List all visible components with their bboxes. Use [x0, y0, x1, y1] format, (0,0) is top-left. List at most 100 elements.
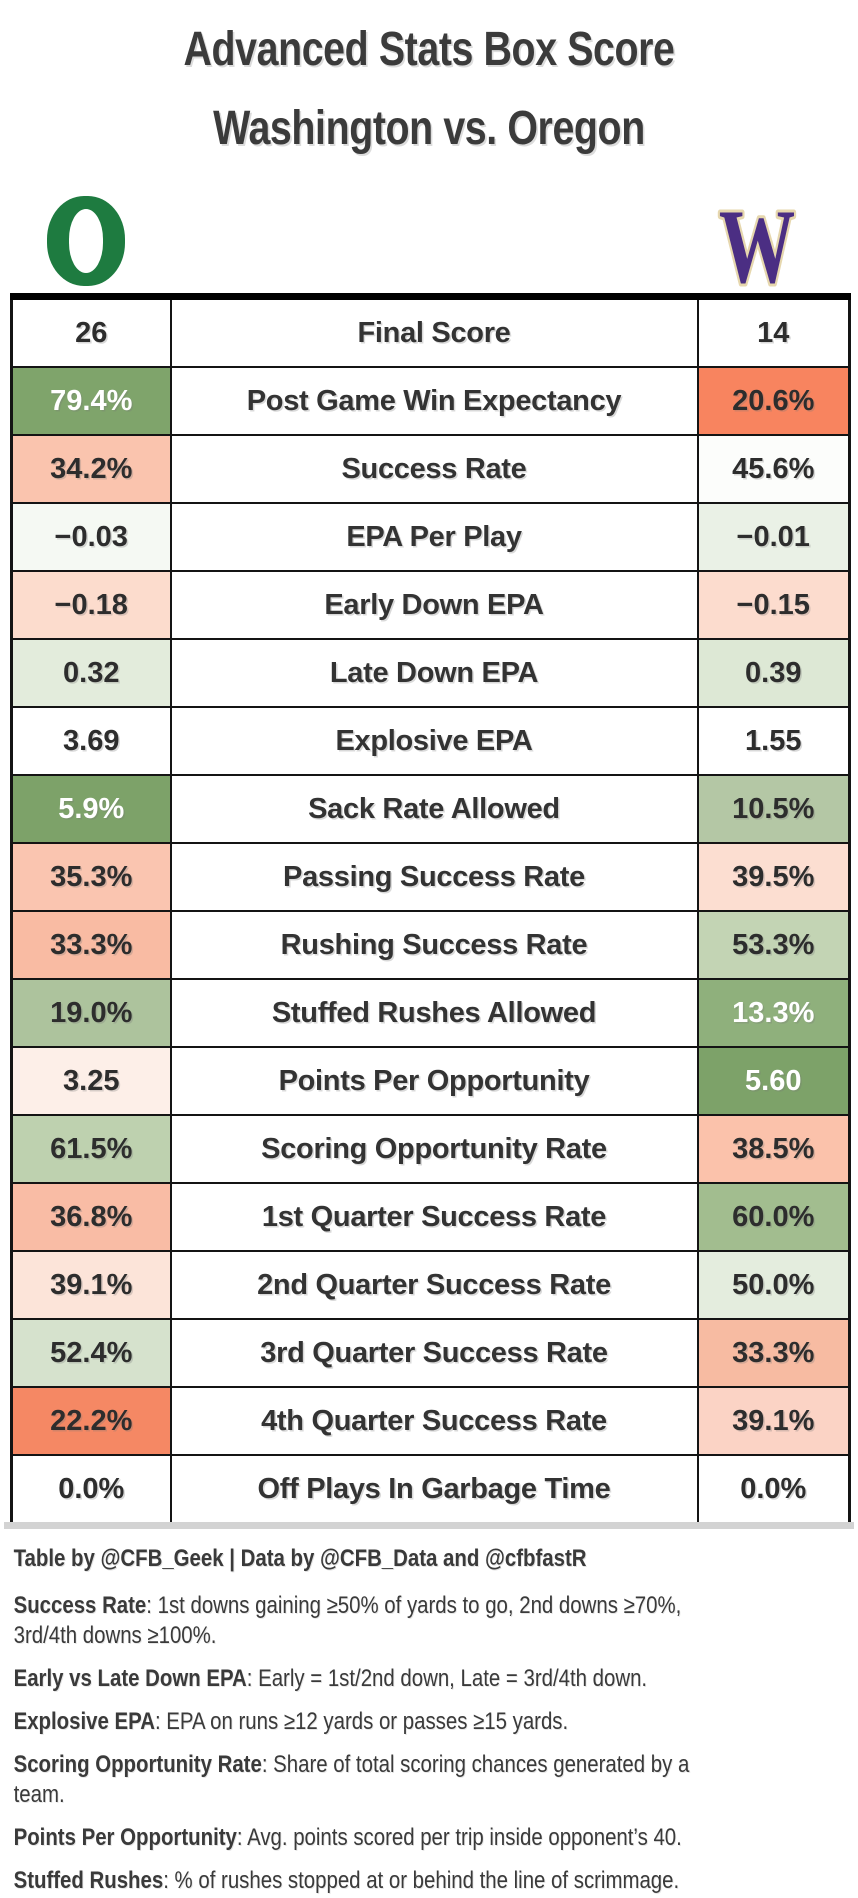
metric-label-cell: Rushing Success Rate	[169, 910, 699, 980]
table-row: 22.2% 4th Quarter Success Rate 39.1%	[10, 1386, 851, 1456]
washington-value-cell: 13.3%	[696, 978, 851, 1048]
washington-value-cell: 14	[696, 295, 851, 368]
table-row: −0.18 Early Down EPA −0.15	[10, 570, 851, 640]
footnote: Stuffed Rushes: % of rushes stopped at o…	[14, 1866, 728, 1896]
metric-label-cell: Final Score	[169, 295, 699, 368]
table-row: 19.0% Stuffed Rushes Allowed 13.3%	[10, 978, 851, 1048]
metric-label-cell: Passing Success Rate	[169, 842, 699, 912]
metric-label-cell: Scoring Opportunity Rate	[169, 1114, 699, 1184]
table-row: 0.0% Off Plays In Garbage Time 0.0%	[10, 1454, 851, 1522]
washington-w-letter: W	[719, 203, 795, 287]
washington-value-cell: 60.0%	[696, 1182, 851, 1252]
team-logos-row: W	[0, 195, 858, 287]
oregon-value-cell: 39.1%	[10, 1250, 172, 1320]
table-row: 3.25 Points Per Opportunity 5.60	[10, 1046, 851, 1116]
metric-label-cell: Early Down EPA	[169, 570, 699, 640]
table-row: 5.9% Sack Rate Allowed 10.5%	[10, 774, 851, 844]
footer-notes: Table by @CFB_Geek | Data by @CFB_Data a…	[0, 1529, 728, 1896]
footnote-term: Scoring Opportunity Rate	[13, 1751, 262, 1778]
glossary-notes: Success Rate: 1st downs gaining ≥50% of …	[14, 1591, 728, 1896]
washington-value-cell: 0.39	[696, 638, 851, 708]
metric-label-cell: EPA Per Play	[169, 502, 699, 572]
oregon-value-cell: 19.0%	[10, 978, 172, 1048]
table-row: 34.2% Success Rate 45.6%	[10, 434, 851, 504]
footnote-text: : EPA on runs ≥12 yards or passes ≥15 ya…	[154, 1708, 569, 1735]
footnote-term: Early vs Late Down EPA	[13, 1665, 247, 1692]
footnote: Explosive EPA: EPA on runs ≥12 yards or …	[14, 1707, 728, 1737]
oregon-o-inner	[69, 209, 103, 273]
table-row: 35.3% Passing Success Rate 39.5%	[10, 842, 851, 912]
oregon-logo-icon	[47, 196, 125, 286]
oregon-value-cell: 22.2%	[10, 1386, 172, 1456]
footnote: Scoring Opportunity Rate: Share of total…	[14, 1750, 728, 1810]
table-row: 36.8% 1st Quarter Success Rate 60.0%	[10, 1182, 851, 1252]
oregon-value-cell: 0.32	[10, 638, 172, 708]
table-row: 52.4% 3rd Quarter Success Rate 33.3%	[10, 1318, 851, 1388]
oregon-value-cell: 33.3%	[10, 910, 172, 980]
footnote: Early vs Late Down EPA: Early = 1st/2nd …	[14, 1664, 728, 1694]
washington-value-cell: 45.6%	[696, 434, 851, 504]
page-title: Advanced Stats Box Score Washington vs. …	[0, 0, 858, 153]
metric-label-cell: Points Per Opportunity	[169, 1046, 699, 1116]
footnote-term: Explosive EPA	[13, 1708, 155, 1735]
washington-value-cell: 50.0%	[696, 1250, 851, 1320]
washington-value-cell: 39.1%	[696, 1386, 851, 1456]
table-row: 3.69 Explosive EPA 1.55	[10, 706, 851, 776]
stats-table-body: 26 Final Score 14 79.4% Post Game Win Expect…	[10, 295, 851, 1522]
oregon-value-cell: 0.0%	[10, 1454, 172, 1522]
table-row: −0.03 EPA Per Play −0.01	[10, 502, 851, 572]
washington-value-cell: 0.0%	[696, 1454, 851, 1522]
oregon-value-cell: 3.69	[10, 706, 172, 776]
oregon-value-cell: 52.4%	[10, 1318, 172, 1388]
metric-label-cell: Sack Rate Allowed	[169, 774, 699, 844]
metric-label-cell: Success Rate	[169, 434, 699, 504]
oregon-value-cell: 61.5%	[10, 1114, 172, 1184]
oregon-value-cell: 26	[10, 295, 172, 368]
table-row: 79.4% Post Game Win Expectancy 20.6%	[10, 366, 851, 436]
oregon-value-cell: 34.2%	[10, 434, 172, 504]
washington-value-cell: 5.60	[696, 1046, 851, 1116]
oregon-value-cell: −0.18	[10, 570, 172, 640]
oregon-value-cell: −0.03	[10, 502, 172, 572]
washington-value-cell: 10.5%	[696, 774, 851, 844]
metric-label-cell: Explosive EPA	[169, 706, 699, 776]
footnote-text: : Share of total scoring chances generat…	[13, 1751, 690, 1808]
metric-label-cell: Stuffed Rushes Allowed	[169, 978, 699, 1048]
washington-value-cell: 39.5%	[696, 842, 851, 912]
washington-logo-icon: W	[716, 203, 797, 287]
table-row: 26 Final Score 14	[10, 295, 851, 368]
oregon-value-cell: 35.3%	[10, 842, 172, 912]
table-row: 61.5% Scoring Opportunity Rate 38.5%	[10, 1114, 851, 1184]
washington-value-cell: −0.15	[696, 570, 851, 640]
table-bottom-border	[4, 1522, 854, 1529]
washington-value-cell: −0.01	[696, 502, 851, 572]
washington-value-cell: 1.55	[696, 706, 851, 776]
oregon-value-cell: 5.9%	[10, 774, 172, 844]
table-row: 39.1% 2nd Quarter Success Rate 50.0%	[10, 1250, 851, 1320]
washington-value-cell: 38.5%	[696, 1114, 851, 1184]
oregon-value-cell: 79.4%	[10, 366, 172, 436]
footnote-text: : Early = 1st/2nd down, Late = 3rd/4th d…	[246, 1665, 648, 1692]
footnote-term: Stuffed Rushes	[13, 1867, 164, 1894]
title-line-2: Washington vs. Oregon	[213, 102, 645, 155]
metric-label-cell: Post Game Win Expectancy	[169, 366, 699, 436]
metric-label-cell: Late Down EPA	[169, 638, 699, 708]
footnote-text: : Avg. points scored per trip inside opp…	[236, 1824, 682, 1851]
washington-value-cell: 20.6%	[696, 366, 851, 436]
metric-label-cell: 2nd Quarter Success Rate	[169, 1250, 699, 1320]
oregon-value-cell: 36.8%	[10, 1182, 172, 1252]
metric-label-cell: Off Plays In Garbage Time	[169, 1454, 699, 1522]
attribution-line: Table by @CFB_Geek | Data by @CFB_Data a…	[13, 1545, 587, 1572]
metric-label-cell: 3rd Quarter Success Rate	[169, 1318, 699, 1388]
title-line-1: Advanced Stats Box Score	[183, 23, 675, 76]
table-row: 0.32 Late Down EPA 0.39	[10, 638, 851, 708]
metric-label-cell: 1st Quarter Success Rate	[169, 1182, 699, 1252]
footnote-term: Points Per Opportunity	[13, 1824, 237, 1851]
footnote-text: : % of rushes stopped at or behind the l…	[163, 1867, 680, 1894]
footnote-text: : 1st downs gaining ≥50% of yards to go,…	[13, 1592, 682, 1649]
advanced-stats-table: 26 Final Score 14 79.4% Post Game Win Expect…	[10, 293, 851, 1522]
footnote: Success Rate: 1st downs gaining ≥50% of …	[14, 1591, 728, 1651]
washington-value-cell: 53.3%	[696, 910, 851, 980]
washington-value-cell: 33.3%	[696, 1318, 851, 1388]
